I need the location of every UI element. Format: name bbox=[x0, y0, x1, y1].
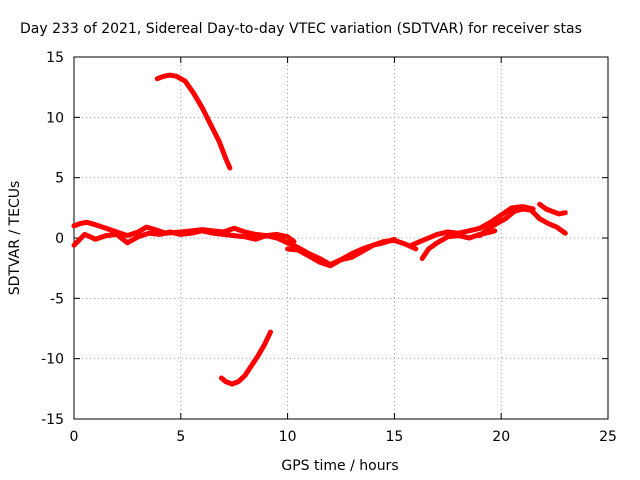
y-tick-label: 0 bbox=[55, 231, 64, 247]
x-tick-label: 20 bbox=[492, 429, 510, 445]
x-axis-label: GPS time / hours bbox=[281, 458, 398, 474]
x-tick-label: 25 bbox=[599, 429, 617, 445]
y-tick-label: -10 bbox=[41, 352, 64, 368]
y-tick-label: 10 bbox=[46, 110, 64, 126]
x-tick-label: 10 bbox=[279, 429, 297, 445]
x-tick-label: 5 bbox=[176, 429, 185, 445]
series-line-satellite-track-e bbox=[409, 204, 536, 248]
x-tick-label: 15 bbox=[385, 429, 403, 445]
y-tick-label: 5 bbox=[55, 171, 64, 187]
series-line-satellite-track-c bbox=[285, 236, 397, 269]
y-tick-label: -5 bbox=[50, 291, 64, 307]
y-axis-label: SDTVAR / TECUs bbox=[7, 181, 23, 296]
y-tick-label: 15 bbox=[46, 50, 64, 66]
grid-lines bbox=[74, 57, 608, 419]
series-line-satellite-track-upper bbox=[154, 72, 233, 171]
y-tick-label: -15 bbox=[41, 412, 64, 428]
axis-ticks: 0 5 10 15 20 25 -15 -10 -5 0 5 10 15 bbox=[41, 50, 617, 445]
x-tick-label: 0 bbox=[70, 429, 79, 445]
series-line-satellite-track-g bbox=[537, 201, 568, 217]
chart-title: Day 233 of 2021, Sidereal Day-to-day VTE… bbox=[20, 21, 582, 37]
series-line-satellite-track-f bbox=[477, 206, 568, 239]
series-line-satellite-track-lower bbox=[218, 329, 273, 387]
data-series bbox=[71, 72, 568, 387]
